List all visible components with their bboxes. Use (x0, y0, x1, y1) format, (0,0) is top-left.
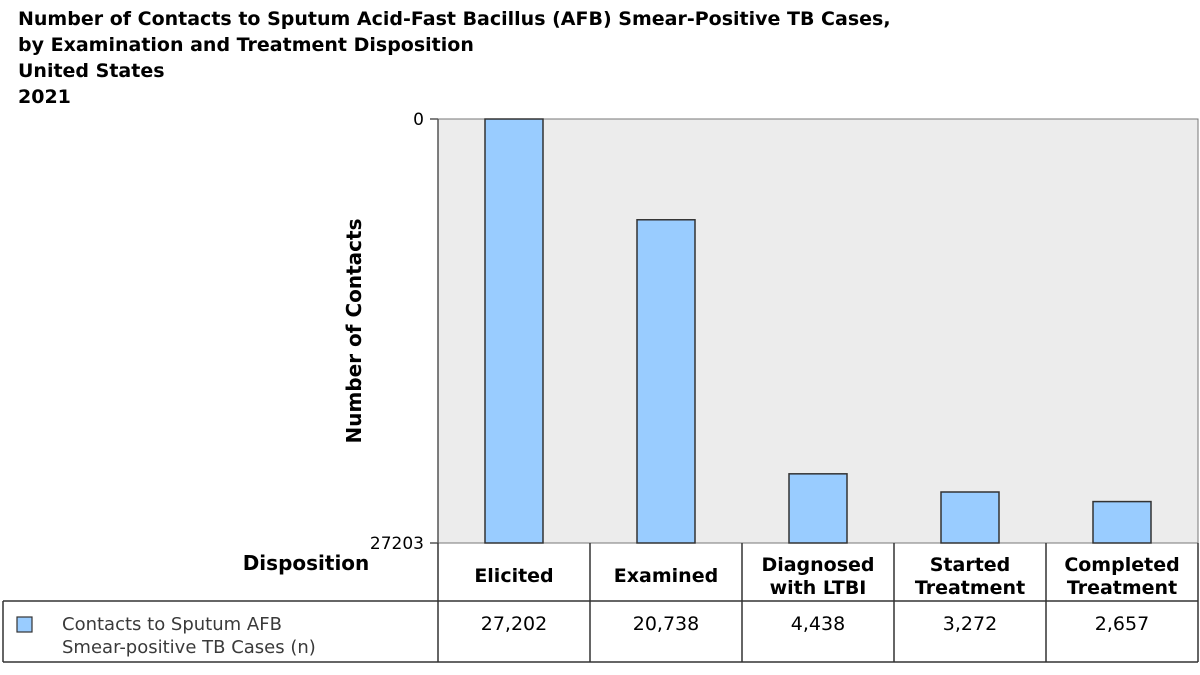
category-label: Diagnosed (761, 554, 874, 576)
legend-swatch (16, 616, 33, 633)
data-label: 2,657 (1095, 613, 1149, 635)
bar (788, 473, 848, 544)
bar (484, 118, 544, 544)
data-label: 20,738 (633, 613, 699, 635)
category-label: with LTBI (770, 577, 867, 599)
chart-title: Number of Contacts to Sputum Acid-Fast B… (18, 6, 891, 110)
x-axis-label: Disposition (243, 551, 370, 575)
data-label: 3,272 (943, 613, 997, 635)
title-line-2: by Examination and Treatment Disposition (18, 34, 474, 56)
bar (1092, 500, 1152, 544)
bars (484, 118, 1152, 544)
category-label: Examined (614, 565, 718, 587)
y-tick-label: 27203 (370, 534, 424, 554)
y-axis-label: Number of Contacts (342, 219, 366, 444)
title-line-1: Number of Contacts to Sputum Acid-Fast B… (18, 8, 891, 30)
y-axis: 27203 0 (370, 110, 439, 554)
legend-label: Contacts to Sputum AFB (62, 614, 282, 635)
category-label: Treatment (1067, 577, 1177, 599)
category-label: Started (930, 554, 1011, 576)
category-label: Completed (1064, 554, 1179, 576)
y-tick-label: 0 (413, 110, 424, 130)
title-line-4: 2021 (18, 86, 71, 108)
bar (940, 491, 1000, 544)
legend-label: Smear-positive TB Cases (n) (62, 637, 316, 658)
category-label: Treatment (915, 577, 1025, 599)
plot-area (437, 118, 1199, 544)
category-label: Elicited (474, 565, 553, 587)
data-label: 27,202 (481, 613, 547, 635)
bar (636, 219, 696, 544)
data-label: 4,438 (791, 613, 845, 635)
data-table: Disposition Elicited Examined Diagnosedwith… (2, 543, 1199, 663)
title-line-3: United States (18, 60, 165, 82)
